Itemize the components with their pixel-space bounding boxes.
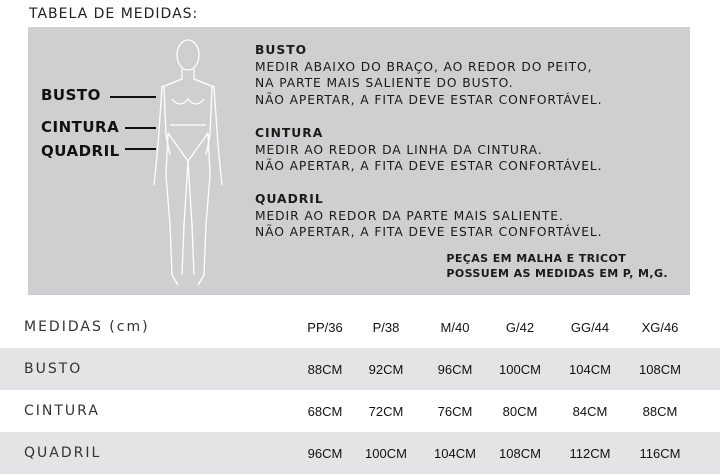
section-line: MEDIR AO REDOR DA LINHA DA CINTURA. xyxy=(255,142,543,157)
table-cell: 104CM xyxy=(434,445,476,461)
quadril-pointer-line xyxy=(125,148,156,150)
table-header-row: MEDIDAS (cm) PP/36 P/38 M/40 G/42 GG/44 … xyxy=(0,306,720,348)
table-cell: 100CM xyxy=(365,445,407,461)
row-label: BUSTO xyxy=(24,361,83,377)
table-row: QUADRIL 96CM 100CM 104CM 108CM 112CM 116… xyxy=(0,432,720,474)
section-line: NÃO APERTAR, A FITA DEVE ESTAR CONFORTÁV… xyxy=(255,92,603,107)
table-header-label: MEDIDAS (cm) xyxy=(24,319,150,335)
note-line: PEÇAS EM MALHA E TRICOT xyxy=(446,252,627,265)
figure-label-cintura: CINTURA xyxy=(41,118,120,136)
figure-label-quadril: QUADRIL xyxy=(41,142,120,160)
size-header: PP/36 xyxy=(307,319,343,335)
table-cell: 116CM xyxy=(639,445,681,461)
size-header: M/40 xyxy=(440,319,470,335)
row-label: QUADRIL xyxy=(24,445,102,461)
section-line: NÃO APERTAR, A FITA DEVE ESTAR CONFORTÁV… xyxy=(255,225,603,239)
table-cell: 88CM xyxy=(307,361,343,377)
table-cell: 72CM xyxy=(368,403,404,419)
section-line: NA PARTE MAIS SALIENTE DO BUSTO. xyxy=(255,76,514,90)
table-cell: 100CM xyxy=(499,361,541,377)
section-busto: BUSTO MEDIR ABAIXO DO BRAÇO, AO REDOR DO… xyxy=(255,42,602,108)
figure-label-busto: BUSTO xyxy=(41,86,101,104)
section-heading: BUSTO xyxy=(255,43,308,57)
table-cell: 84CM xyxy=(572,403,608,419)
section-heading: CINTURA xyxy=(255,126,324,140)
section-heading: QUADRIL xyxy=(255,192,324,206)
table-cell: 112CM xyxy=(569,445,611,461)
size-header: GG/44 xyxy=(570,319,610,335)
busto-pointer-line xyxy=(110,96,156,98)
table-cell: 76CM xyxy=(437,403,473,419)
section-line: MEDIR ABAIXO DO BRAÇO, AO REDOR DO PEITO… xyxy=(255,59,593,74)
size-table: MEDIDAS (cm) PP/36 P/38 M/40 G/42 GG/44 … xyxy=(0,306,720,474)
section-line: NÃO APERTAR, A FITA DEVE ESTAR CONFORTÁV… xyxy=(255,159,603,173)
section-quadril: QUADRIL MEDIR AO REDOR DA PARTE MAIS SAL… xyxy=(255,191,602,241)
section-cintura: CINTURA MEDIR AO REDOR DA LINHA DA CINTU… xyxy=(255,125,602,175)
size-header: G/42 xyxy=(505,319,535,335)
table-cell: 68CM xyxy=(307,403,343,419)
page-title: TABELA DE MEDIDAS: xyxy=(29,6,199,22)
table-row: BUSTO 88CM 92CM 96CM 100CM 104CM 108CM xyxy=(0,348,720,390)
measurement-guide-panel: BUSTO CINTURA QUADRIL BUSTO MEDIR ABAIXO… xyxy=(28,27,690,295)
table-cell: 92CM xyxy=(368,361,404,377)
table-cell: 108CM xyxy=(499,445,541,461)
table-cell: 104CM xyxy=(569,361,611,377)
table-cell: 96CM xyxy=(307,445,343,461)
size-header: P/38 xyxy=(372,319,400,335)
table-cell: 108CM xyxy=(639,361,681,377)
row-label: CINTURA xyxy=(24,403,100,419)
note-line: POSSUEM AS MEDIDAS EM P, M,G. xyxy=(446,267,668,280)
table-cell: 80CM xyxy=(502,403,538,419)
section-line: MEDIR AO REDOR DA PARTE MAIS SALIENTE. xyxy=(255,208,564,223)
body-figure-illustration xyxy=(153,39,223,286)
cintura-pointer-line xyxy=(125,127,156,129)
table-cell: 96CM xyxy=(437,361,473,377)
knitwear-note: PEÇAS EM MALHA E TRICOT POSSUEM AS MEDID… xyxy=(446,251,668,281)
table-row: CINTURA 68CM 72CM 76CM 80CM 84CM 88CM xyxy=(0,390,720,432)
table-cell: 88CM xyxy=(642,403,678,419)
size-header: XG/46 xyxy=(641,319,679,335)
